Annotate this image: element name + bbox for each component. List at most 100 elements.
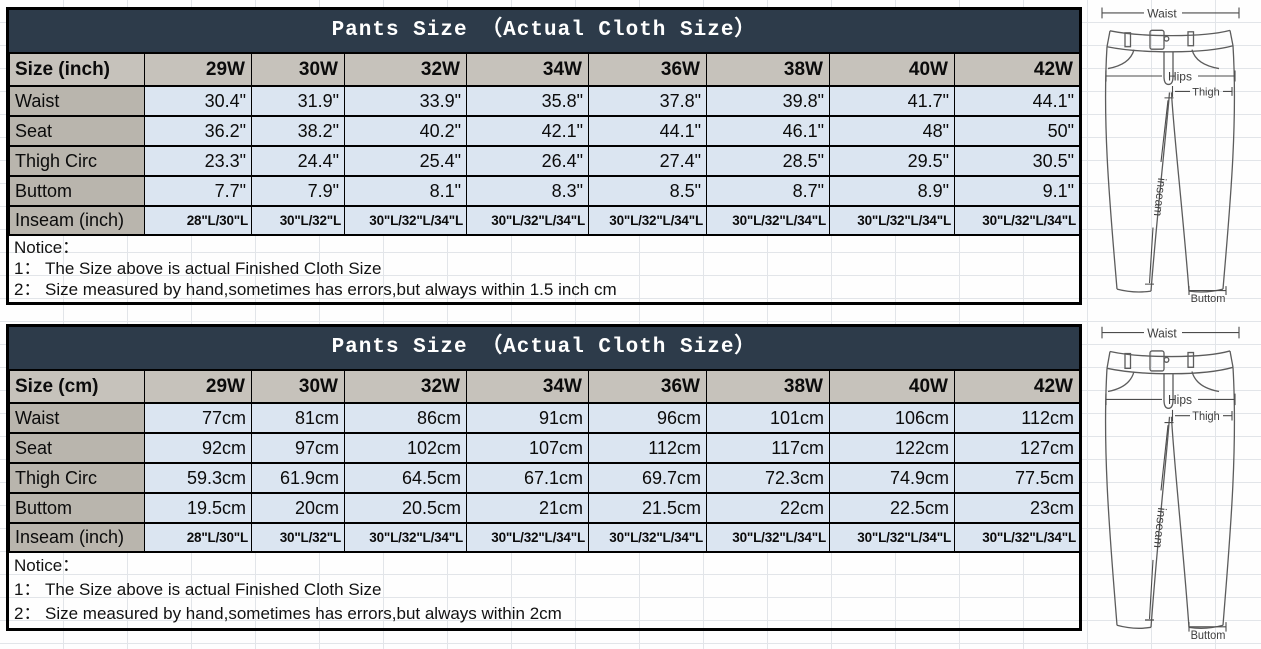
notice-item-text: The Size above is actual Finished Cloth … [45, 259, 382, 278]
row-label: Seat [9, 115, 145, 147]
table-row-inseam: Inseam (inch) 28"L/30"L 30"L/32"L 30"L/3… [9, 205, 1080, 236]
inseam-label: inseam [1151, 507, 1169, 549]
size-header-cell: Size (cm) [9, 369, 145, 404]
table-cell: 31.9" [251, 85, 345, 117]
table-cell: 74.9cm [829, 462, 955, 494]
notice-heading: Notice： [9, 554, 1079, 578]
column-header: 40W [829, 52, 955, 87]
table-cell: 117cm [706, 432, 830, 464]
waist-label: Waist [1147, 6, 1177, 20]
dimension-lines [1101, 326, 1240, 632]
column-header: 34W [466, 52, 589, 87]
column-header: 30W [251, 52, 345, 87]
table-title-inch: Pants Size （Actual Cloth Size） [9, 10, 1079, 52]
table-cell: 8.5" [588, 175, 707, 207]
table-cell: 64.5cm [344, 462, 467, 494]
table-cell: 48" [829, 115, 955, 147]
table-cell: 22.5cm [829, 492, 955, 524]
notice-item: 2： Size measured by hand,sometimes has er… [9, 602, 1079, 626]
notice-item: 1： The Size above is actual Finished Clot… [9, 258, 1079, 279]
notice-item-number: 1： [14, 580, 41, 599]
column-header: 38W [706, 369, 830, 404]
table-cell: 92cm [144, 432, 252, 464]
hips-label: Hips [1168, 70, 1192, 84]
table-cell: 77.5cm [954, 462, 1080, 494]
table-cell: 25.4" [344, 145, 467, 177]
table-cell: 41.7" [829, 85, 955, 117]
notice-item-number: 1： [14, 259, 41, 278]
table-cell: 38.2" [251, 115, 345, 147]
table-cell: 42.1" [466, 115, 589, 147]
column-header: 29W [144, 52, 252, 87]
size-table-cm: Size (cm) 29W 30W 32W 34W 36W 38W 40W 42… [9, 369, 1080, 553]
table-cell: 101cm [706, 402, 830, 434]
table-cell: 29.5" [829, 145, 955, 177]
table-cell: 9.1" [954, 175, 1080, 207]
cm-size-section: Pants Size （Actual Cloth Size） Size (cm)… [6, 324, 1082, 631]
row-label: Inseam (inch) [9, 205, 145, 236]
column-header: 30W [251, 369, 345, 404]
table-cell: 33.9" [344, 85, 467, 117]
notice-item-text: The Size above is actual Finished Cloth … [45, 580, 382, 599]
table-cell: 20.5cm [344, 492, 467, 524]
dimension-labels: Waist Hips Thigh inseam Buttom [1147, 6, 1225, 303]
table-cell: 28"L/30"L [144, 522, 252, 553]
table-cell: 50" [954, 115, 1080, 147]
table-cell: 24.4" [251, 145, 345, 177]
notice-item: 1： The Size above is actual Finished Clot… [9, 578, 1079, 602]
row-label: Thigh Circ [9, 462, 145, 494]
table-row-buttom: Buttom 19.5cm 20cm 20.5cm 21cm 21.5cm 22… [9, 492, 1080, 524]
table-cell: 81cm [251, 402, 345, 434]
table-cell: 36.2" [144, 115, 252, 147]
table-cell: 20cm [251, 492, 345, 524]
header-row: Size (cm) 29W 30W 32W 34W 36W 38W 40W 42… [9, 369, 1080, 404]
table-cell: 30"L/32"L/34"L [829, 205, 955, 236]
notice-block: Notice： 1： The Size above is actual Finis… [9, 553, 1079, 628]
table-cell: 77cm [144, 402, 252, 434]
notice-heading-text: Notice： [14, 238, 80, 257]
table-cell: 122cm [829, 432, 955, 464]
bottom-label: Buttom [1191, 630, 1226, 640]
table-cell: 7.9" [251, 175, 345, 207]
dimension-labels: Waist Hips Thigh inseam Buttom [1147, 326, 1225, 640]
thigh-label: Thigh [1192, 86, 1219, 98]
pants-measurement-diagram: Waist Hips Thigh inseam Buttom [1101, 6, 1240, 303]
size-table-inch: Size (inch) 29W 30W 32W 34W 36W 38W 40W … [9, 52, 1080, 236]
table-cell: 21cm [466, 492, 589, 524]
table-cell: 72.3cm [706, 462, 830, 494]
notice-item-number: 2： [14, 604, 41, 623]
table-row-waist: Waist 77cm 81cm 86cm 91cm 96cm 101cm 106… [9, 402, 1080, 434]
table-cell: 30"L/32"L/34"L [954, 522, 1080, 553]
table-cell: 30"L/32"L/34"L [466, 522, 589, 553]
row-label: Buttom [9, 492, 145, 524]
notice-item-text: Size measured by hand,sometimes has erro… [45, 604, 562, 623]
table-cell: 112cm [954, 402, 1080, 434]
table-cell: 86cm [344, 402, 467, 434]
table-row-seat: Seat 36.2" 38.2" 40.2" 42.1" 44.1" 46.1"… [9, 115, 1080, 147]
row-label: Waist [9, 402, 145, 434]
notice-heading-text: Notice： [14, 556, 80, 575]
column-header: 36W [588, 369, 707, 404]
notice-heading: Notice： [9, 237, 1079, 258]
table-cell: 46.1" [706, 115, 830, 147]
table-cell: 102cm [344, 432, 467, 464]
table-cell: 28.5" [706, 145, 830, 177]
table-cell: 23cm [954, 492, 1080, 524]
table-row-seat: Seat 92cm 97cm 102cm 107cm 112cm 117cm 1… [9, 432, 1080, 464]
table-cell: 40.2" [344, 115, 467, 147]
table-cell: 26.4" [466, 145, 589, 177]
table-cell: 91cm [466, 402, 589, 434]
row-label: Seat [9, 432, 145, 464]
table-cell: 59.3cm [144, 462, 252, 494]
table-cell: 112cm [588, 432, 707, 464]
pants-measurement-diagram: Waist Hips Thigh inseam Buttom [1101, 326, 1240, 640]
table-row-thigh: Thigh Circ 23.3" 24.4" 25.4" 26.4" 27.4"… [9, 145, 1080, 177]
table-row-thigh: Thigh Circ 59.3cm 61.9cm 64.5cm 67.1cm 6… [9, 462, 1080, 494]
table-cell: 106cm [829, 402, 955, 434]
waist-label: Waist [1147, 326, 1177, 340]
table-cell: 8.1" [344, 175, 467, 207]
table-cell: 30"L/32"L/34"L [706, 522, 830, 553]
column-header: 40W [829, 369, 955, 404]
column-header: 42W [954, 52, 1080, 87]
notice-item-text: Size measured by hand,sometimes has erro… [45, 280, 617, 299]
